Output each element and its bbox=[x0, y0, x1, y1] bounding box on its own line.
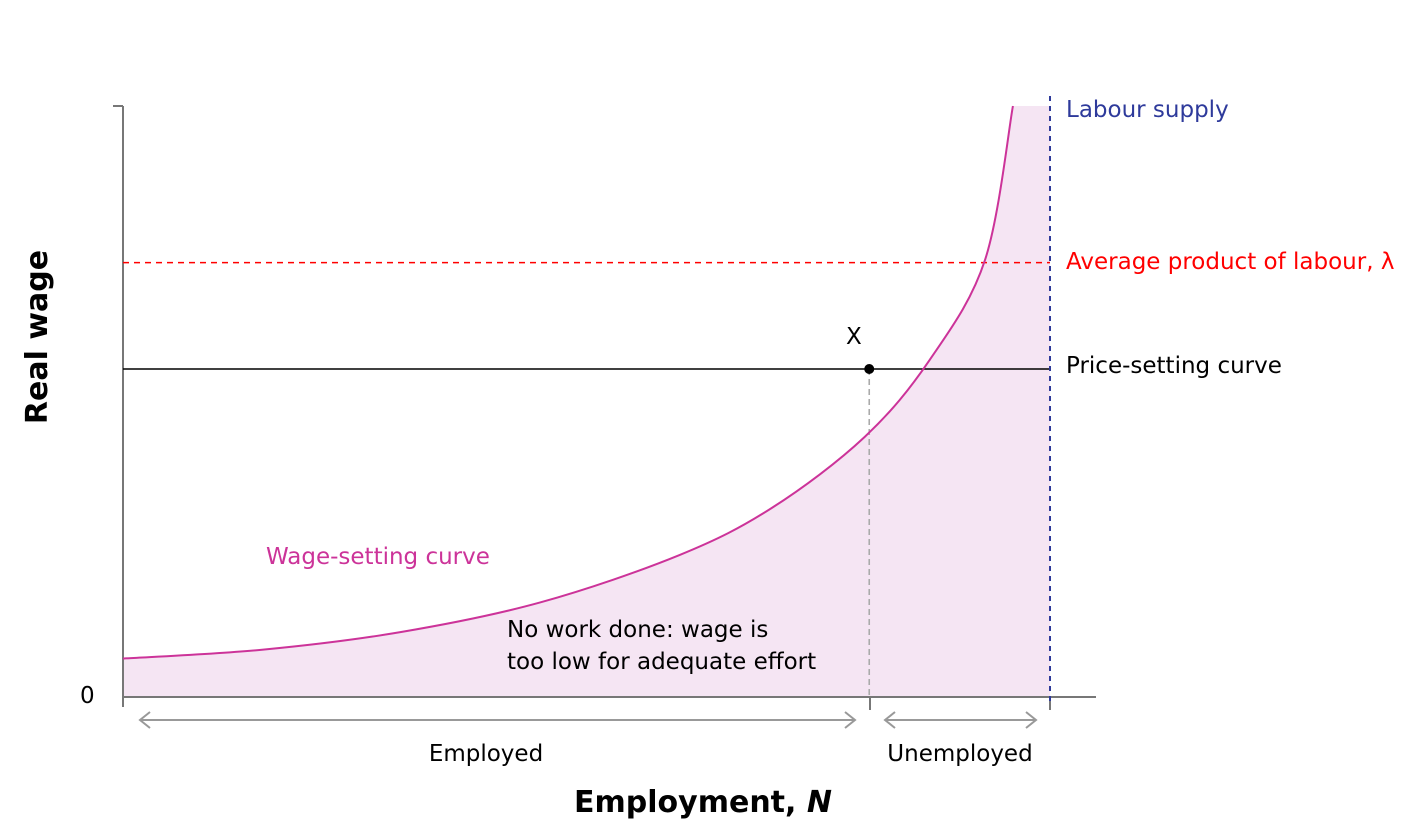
y-zero-label: 0 bbox=[80, 683, 95, 709]
x-axis-title: Employment, N bbox=[574, 785, 832, 820]
region-note-line1: No work done: wage is bbox=[507, 617, 768, 643]
employed-label: Employed bbox=[429, 741, 543, 767]
labour-supply-label: Labour supply bbox=[1066, 97, 1229, 123]
region-note-line2: too low for adequate effort bbox=[507, 649, 816, 675]
unemployed-arrow bbox=[883, 711, 1038, 729]
x-axis-title-symbol: N bbox=[807, 785, 832, 820]
unemployed-label: Unemployed bbox=[887, 741, 1032, 767]
y-axis-title: Real wage bbox=[20, 250, 55, 424]
point-x-label: X bbox=[846, 324, 862, 350]
equilibrium-point bbox=[864, 363, 875, 374]
no-work-region-shade bbox=[123, 106, 1050, 697]
wage-setting-label: Wage-setting curve bbox=[266, 544, 490, 570]
wage-setting-curve bbox=[122, 105, 1014, 660]
x-axis-title-text: Employment, bbox=[574, 785, 807, 820]
employed-arrow bbox=[138, 711, 857, 729]
price-setting-label: Price-setting curve bbox=[1066, 353, 1282, 379]
average-product-label: Average product of labour, λ bbox=[1066, 249, 1394, 275]
